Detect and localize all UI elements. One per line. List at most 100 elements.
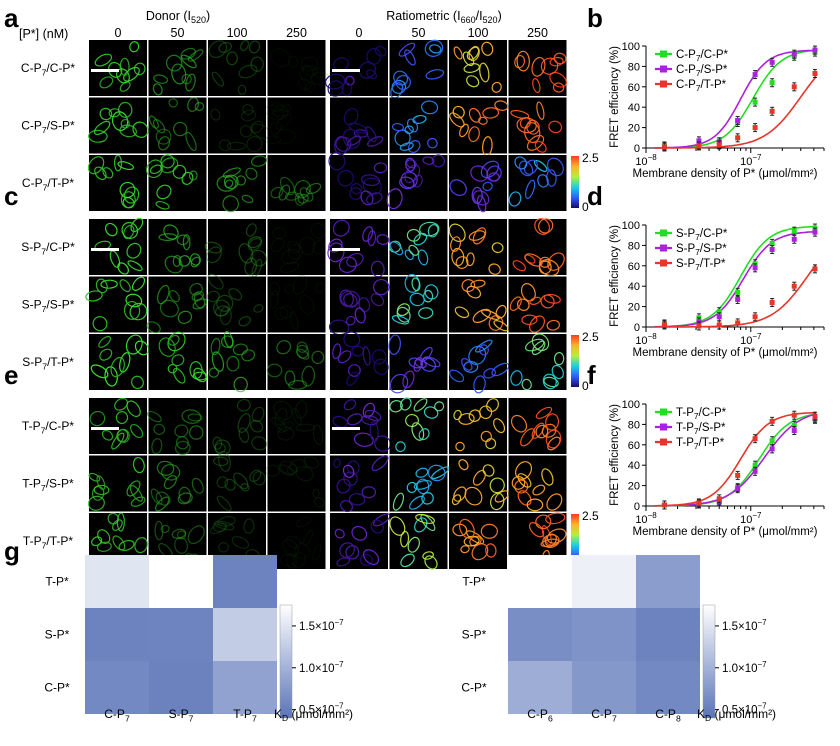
- data-point: [735, 296, 741, 302]
- cell-outline: [488, 263, 501, 275]
- data-point: [735, 320, 741, 326]
- data-point: [769, 240, 775, 246]
- cell-outline: [181, 409, 202, 424]
- ratio-image-tile: [389, 97, 448, 154]
- cell-outline: [189, 282, 203, 296]
- cell-outline: [482, 181, 493, 192]
- cell-outline: [450, 236, 462, 252]
- cell-outline: [241, 349, 256, 362]
- cell-outline: [470, 279, 486, 288]
- panel-label-a: a: [4, 3, 19, 33]
- donor-image-tile: [206, 273, 266, 333]
- cell-outline: [216, 294, 234, 312]
- heatmap-cell: [508, 608, 572, 661]
- cell-outline: [526, 134, 545, 151]
- cell-outline: [405, 157, 416, 172]
- data-point: [735, 117, 741, 123]
- cell-outline: [553, 351, 565, 366]
- cell-outline: [553, 52, 567, 65]
- colorbar-title: KD (μmol/mm²): [274, 707, 353, 723]
- y-tick-label: 100: [622, 399, 640, 411]
- data-point: [769, 108, 775, 114]
- panel-label-e: e: [4, 360, 18, 390]
- data-point: [735, 472, 741, 478]
- cell-outline: [532, 484, 546, 496]
- cell-outline: [130, 217, 144, 233]
- cell-outline: [270, 186, 284, 199]
- cell-outline: [129, 41, 140, 53]
- data-point: [716, 322, 722, 328]
- cell-outline: [310, 71, 331, 86]
- legend-entry: T-P7/S-P*: [655, 422, 726, 436]
- cell-outline: [324, 73, 346, 90]
- legend-marker: [660, 50, 667, 58]
- ratio-image-tile: [508, 455, 567, 512]
- ratio-image-tile: [327, 219, 390, 278]
- cell-outline: [304, 81, 316, 93]
- data-point: [769, 438, 775, 444]
- cell-outline: [172, 254, 182, 267]
- cell-outline: [514, 479, 529, 494]
- ratio-image-tile: [386, 154, 448, 211]
- cell-outline: [545, 413, 560, 431]
- cell-outline: [109, 250, 121, 268]
- cell-outline: [117, 161, 134, 171]
- cell-outline: [552, 82, 565, 93]
- cell-outline: [493, 418, 506, 434]
- cell-outline: [154, 496, 170, 512]
- cell-outline: [415, 513, 435, 524]
- heatmap-row-label: T-P*: [462, 575, 486, 589]
- heatmap-cell: [572, 661, 636, 714]
- y-tick-label: 0: [634, 143, 640, 155]
- cell-outline: [161, 463, 181, 481]
- heatmap-col-label: C-P8: [655, 707, 681, 723]
- donor-image-tile: [204, 219, 267, 278]
- cell-outline: [167, 363, 178, 374]
- cell-outline: [491, 242, 504, 254]
- cell-outline: [359, 553, 373, 566]
- y-tick-label: 80: [628, 419, 640, 431]
- cell-outline: [218, 139, 232, 152]
- cell-outline: [404, 125, 414, 135]
- row-label: C-P7/C-P*: [21, 61, 75, 77]
- row-label: S-P7/S-P*: [22, 298, 75, 314]
- cell-outline: [157, 284, 170, 305]
- cell-outline: [275, 114, 293, 130]
- y-tick-label: 80: [628, 61, 640, 73]
- heatmap-cell: [508, 555, 572, 608]
- donor-image-tile: [208, 155, 268, 213]
- data-point: [791, 84, 797, 90]
- cell-outline: [269, 282, 281, 296]
- row-label: C-P7/T-P*: [22, 176, 74, 192]
- ratio-conc-label: 250: [527, 26, 548, 40]
- ratio-image-tile: [449, 455, 510, 512]
- cell-outline: [328, 151, 346, 171]
- cell-outline: [295, 400, 308, 419]
- cell-outline: [235, 175, 247, 186]
- cell-outline: [276, 340, 292, 355]
- cell-outline: [218, 542, 229, 553]
- cell-outline: [104, 222, 118, 237]
- cell-outline: [108, 61, 123, 78]
- cell-outline: [250, 56, 264, 72]
- cell-outline: [422, 551, 434, 560]
- scale-bar: [332, 427, 360, 430]
- x-axis-title: Membrane density of P* (μmol/mm²): [633, 347, 818, 359]
- cell-outline: [210, 108, 221, 121]
- y-tick-label: 20: [628, 123, 640, 135]
- cell-outline: [285, 191, 300, 201]
- legend-label: S-P7/C-P*: [676, 228, 728, 242]
- cell-outline: [494, 100, 509, 111]
- row-label: T-P7/C-P*: [22, 419, 74, 435]
- cell-outline: [121, 221, 139, 239]
- data-point: [696, 323, 702, 329]
- heatmap-cell: [149, 661, 213, 714]
- cell-outline: [217, 516, 236, 527]
- cell-outline: [347, 364, 361, 377]
- cell-outline: [274, 128, 296, 144]
- cell-outline: [332, 415, 348, 428]
- y-tick-label: 0: [634, 501, 640, 513]
- kd-heatmap-h: T-P* S-P* C-P* C-P6 C-P7 C-P8 1.5×10−7 1.0×10−7…: [461, 555, 776, 723]
- cell-outline: [134, 340, 150, 356]
- cell-outline: [125, 293, 143, 308]
